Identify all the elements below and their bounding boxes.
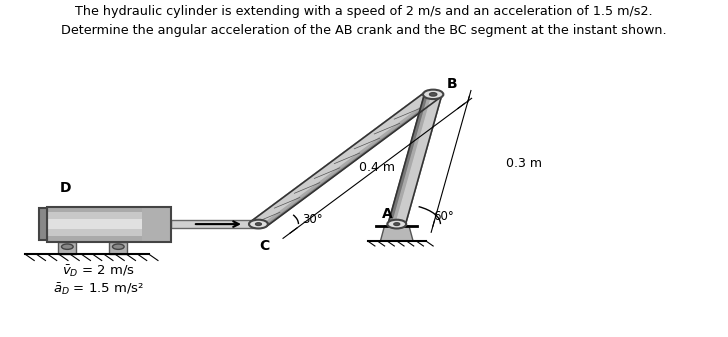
Circle shape — [112, 244, 124, 249]
Polygon shape — [142, 207, 171, 242]
Text: 0.4 m: 0.4 m — [359, 161, 395, 174]
Polygon shape — [171, 220, 255, 228]
Text: B: B — [446, 77, 457, 91]
Circle shape — [394, 223, 400, 225]
Text: 60°: 60° — [433, 210, 454, 223]
Polygon shape — [47, 212, 171, 236]
Text: 30°: 30° — [302, 213, 323, 225]
Circle shape — [62, 244, 73, 249]
Polygon shape — [250, 92, 441, 226]
Circle shape — [249, 220, 268, 228]
Text: $\bar{a}_D$ = 1.5 m/s²: $\bar{a}_D$ = 1.5 m/s² — [52, 281, 144, 297]
Text: C: C — [259, 239, 269, 253]
Polygon shape — [47, 207, 171, 242]
Circle shape — [423, 90, 443, 99]
Polygon shape — [396, 94, 442, 225]
Text: $\bar{v}_D$ = 2 m/s: $\bar{v}_D$ = 2 m/s — [62, 263, 135, 279]
Polygon shape — [109, 242, 127, 254]
Polygon shape — [250, 92, 435, 224]
Circle shape — [430, 93, 437, 96]
Circle shape — [387, 220, 406, 228]
Polygon shape — [47, 219, 171, 229]
Polygon shape — [58, 242, 76, 254]
Text: The hydraulic cylinder is extending with a speed of 2 m/s and an acceleration of: The hydraulic cylinder is extending with… — [75, 5, 653, 18]
Polygon shape — [39, 208, 47, 240]
Circle shape — [256, 223, 261, 225]
Polygon shape — [381, 226, 413, 241]
Text: Determine the angular acceleration of the AB crank and the BC segment at the ins: Determine the angular acceleration of th… — [61, 24, 667, 37]
Polygon shape — [392, 94, 442, 225]
Polygon shape — [388, 94, 442, 225]
Polygon shape — [250, 92, 438, 225]
Text: D: D — [60, 181, 71, 195]
Text: 0.3 m: 0.3 m — [506, 157, 542, 170]
Text: A: A — [382, 207, 393, 221]
